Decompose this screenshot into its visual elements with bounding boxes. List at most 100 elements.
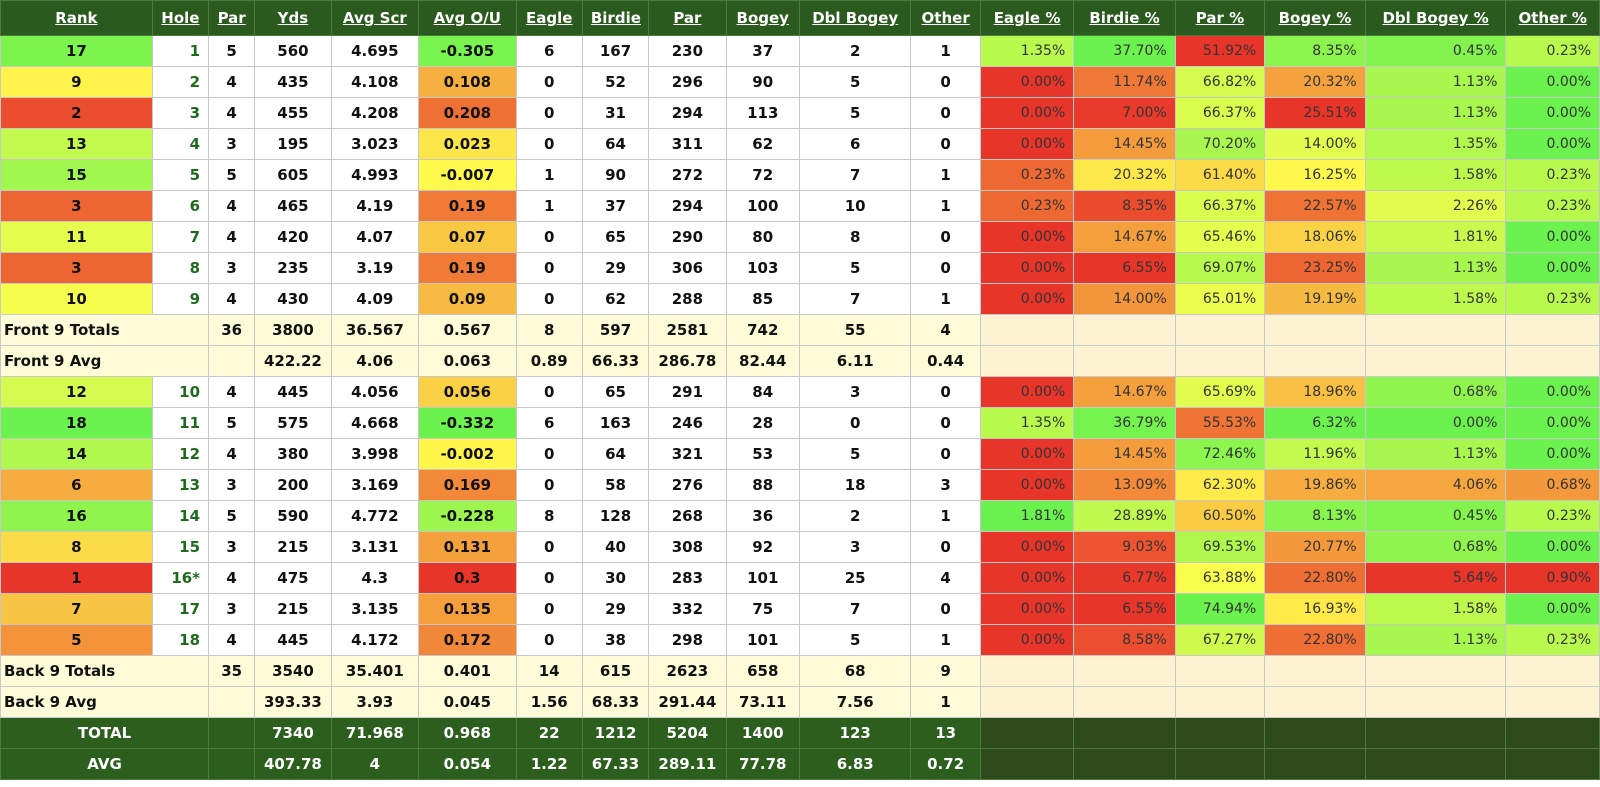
par-count: 268 <box>648 500 727 532</box>
rank-cell: 10 <box>0 283 153 315</box>
col-header-birdie[interactable]: Birdie <box>581 0 650 36</box>
hole-row[interactable]: 15 5 5 605 4.993 -0.007 1 90 272 72 7 1 0.23% 20.32% 6… <box>0 159 1600 191</box>
rank-cell: 8 <box>0 531 153 563</box>
par-pct-cell: 67.27% <box>1174 624 1266 656</box>
par-cell <box>208 345 256 377</box>
col-header-avg-scr[interactable]: Avg Scr <box>330 0 420 36</box>
front-9-avg-row: Front 9 Avg 422.22 4.06 0.063 0.89 66.33 286.7… <box>0 345 1600 377</box>
birdie-pct-cell: 28.89% <box>1073 500 1176 532</box>
avg-over-under-cell: 0.07 <box>418 221 517 253</box>
hole-row[interactable]: 16 14 5 590 4.772 -0.228 8 128 268 36 2 1 1.81% 28.89… <box>0 500 1600 532</box>
dbl-bogey-pct-cell: 1.13% <box>1364 252 1507 284</box>
hole-row[interactable]: 8 15 3 215 3.131 0.131 0 40 308 92 3 0 0.00% 9.03% 69.… <box>0 531 1600 563</box>
birdie-pct-cell: 14.45% <box>1073 128 1176 160</box>
par-count: 230 <box>648 35 727 67</box>
eagle-count: 0 <box>515 128 583 160</box>
eagle-pct-cell: 0.00% <box>979 97 1075 129</box>
eagle-count: 1.56 <box>515 686 583 718</box>
par-pct-cell: 69.53% <box>1174 531 1266 563</box>
other-pct-cell <box>1505 717 1600 749</box>
hole-row[interactable]: 9 2 4 435 4.108 0.108 0 52 296 90 5 0 0.00% 11.74% 66.… <box>0 66 1600 98</box>
avg-score-cell: 3.169 <box>330 469 420 501</box>
bogey-pct-cell: 22.80% <box>1264 624 1366 656</box>
other-pct-cell: 0.23% <box>1505 190 1600 222</box>
yards-cell: 3800 <box>254 314 332 346</box>
other-count: 0 <box>910 221 981 253</box>
dbl-bogey-pct-cell: 0.68% <box>1364 531 1507 563</box>
col-header-par-count[interactable]: Par <box>648 0 727 36</box>
col-header-yds[interactable]: Yds <box>254 0 332 36</box>
avg-score-cell: 4.208 <box>330 97 420 129</box>
avg-over-under-cell: -0.228 <box>418 500 517 532</box>
par-cell: 4 <box>208 190 256 222</box>
col-header-eagle[interactable]: Eagle <box>515 0 583 36</box>
dbl-bogey-count: 18 <box>798 469 912 501</box>
bogey-pct-cell: 16.25% <box>1264 159 1366 191</box>
hole-row[interactable]: 12 10 4 445 4.056 0.056 0 65 291 84 3 0 0.00% 14.67% 6… <box>0 376 1600 408</box>
hole-row[interactable]: 3 8 3 235 3.19 0.19 0 29 306 103 5 0 0.00% 6.55% 69.07… <box>0 252 1600 284</box>
col-header-avg-ou[interactable]: Avg O/U <box>418 0 517 36</box>
col-header-rank[interactable]: Rank <box>0 0 153 36</box>
par-pct-cell: 74.94% <box>1174 593 1266 625</box>
eagle-count: 0.89 <box>515 345 583 377</box>
dbl-bogey-count: 2 <box>798 500 912 532</box>
par-pct-cell: 60.50% <box>1174 500 1266 532</box>
back-9-avg-row: Back 9 Avg 393.33 3.93 0.045 1.56 68.33 291.44… <box>0 686 1600 718</box>
hole-row[interactable]: 10 9 4 430 4.09 0.09 0 62 288 85 7 1 0.00% 14.00% 65.0… <box>0 283 1600 315</box>
rank-cell: 13 <box>0 128 153 160</box>
col-header-bogey[interactable]: Bogey <box>725 0 800 36</box>
hole-number: 13 <box>151 469 210 501</box>
par-cell: 5 <box>208 35 256 67</box>
col-header-dbl-bogey[interactable]: Dbl Bogey <box>798 0 912 36</box>
bogey-pct-cell: 20.77% <box>1264 531 1366 563</box>
birdie-pct-cell: 8.58% <box>1073 624 1176 656</box>
other-count: 9 <box>910 655 981 687</box>
eagle-pct-cell: 0.00% <box>979 593 1075 625</box>
summary-label: AVG <box>0 748 210 780</box>
rank-cell: 1 <box>0 562 153 594</box>
eagle-pct-cell: 1.35% <box>979 35 1075 67</box>
hole-row[interactable]: 6 13 3 200 3.169 0.169 0 58 276 88 18 3 0.00% 13.09% 6… <box>0 469 1600 501</box>
other-pct-cell: 0.23% <box>1505 35 1600 67</box>
bogey-pct-cell: 23.25% <box>1264 252 1366 284</box>
avg-score-cell: 4.09 <box>330 283 420 315</box>
avg-over-under-cell: 0.108 <box>418 66 517 98</box>
yards-cell: 465 <box>254 190 332 222</box>
hole-row[interactable]: 13 4 3 195 3.023 0.023 0 64 311 62 6 0 0.00% 14.45% 70… <box>0 128 1600 160</box>
hole-row[interactable]: 18 11 5 575 4.668 -0.332 6 163 246 28 0 0 1.35% 36.79… <box>0 407 1600 439</box>
par-pct-cell <box>1174 314 1266 346</box>
rank-cell: 12 <box>0 376 153 408</box>
hole-row[interactable]: 17 1 5 560 4.695 -0.305 6 167 230 37 2 1 1.35% 37.70%… <box>0 35 1600 67</box>
eagle-pct-cell: 0.00% <box>979 562 1075 594</box>
avg-over-under-cell: 0.172 <box>418 624 517 656</box>
par-count: 290 <box>648 221 727 253</box>
yards-cell: 3540 <box>254 655 332 687</box>
yards-cell: 420 <box>254 221 332 253</box>
other-count: 0 <box>910 97 981 129</box>
avg-score-cell: 4.06 <box>330 345 420 377</box>
par-pct-cell: 69.07% <box>1174 252 1266 284</box>
col-header-other[interactable]: Other <box>910 0 981 36</box>
birdie-count: 30 <box>581 562 650 594</box>
hole-row[interactable]: 5 18 4 445 4.172 0.172 0 38 298 101 5 1 0.00% 8.58% 67… <box>0 624 1600 656</box>
col-header-par[interactable]: Par <box>208 0 256 36</box>
other-pct-cell <box>1505 748 1600 780</box>
hole-row[interactable]: 11 7 4 420 4.07 0.07 0 65 290 80 8 0 0.00% 14.67% 65.4… <box>0 221 1600 253</box>
eagle-pct-cell: 0.00% <box>979 531 1075 563</box>
col-header-hole[interactable]: Hole <box>151 0 210 36</box>
dbl-bogey-count: 5 <box>798 624 912 656</box>
hole-row[interactable]: 7 17 3 215 3.135 0.135 0 29 332 75 7 0 0.00% 6.55% 74.… <box>0 593 1600 625</box>
hole-row[interactable]: 2 3 4 455 4.208 0.208 0 31 294 113 5 0 0.00% 7.00% 66.… <box>0 97 1600 129</box>
dbl-bogey-count: 123 <box>798 717 912 749</box>
other-pct-cell: 0.00% <box>1505 407 1600 439</box>
hole-row[interactable]: 3 6 4 465 4.19 0.19 1 37 294 100 10 1 0.23% 8.35% 66.3… <box>0 190 1600 222</box>
bogey-count: 1400 <box>725 717 800 749</box>
eagle-count: 0 <box>515 252 583 284</box>
yards-cell: 235 <box>254 252 332 284</box>
hole-row[interactable]: 1 16* 4 475 4.3 0.3 0 30 283 101 25 4 0.00% 6.77% 63.8… <box>0 562 1600 594</box>
rank-cell: 7 <box>0 593 153 625</box>
dbl-bogey-count: 55 <box>798 314 912 346</box>
hole-row[interactable]: 14 12 4 380 3.998 -0.002 0 64 321 53 5 0 0.00% 14.45%… <box>0 438 1600 470</box>
summary-label: TOTAL <box>0 717 210 749</box>
rank-cell: 17 <box>0 35 153 67</box>
